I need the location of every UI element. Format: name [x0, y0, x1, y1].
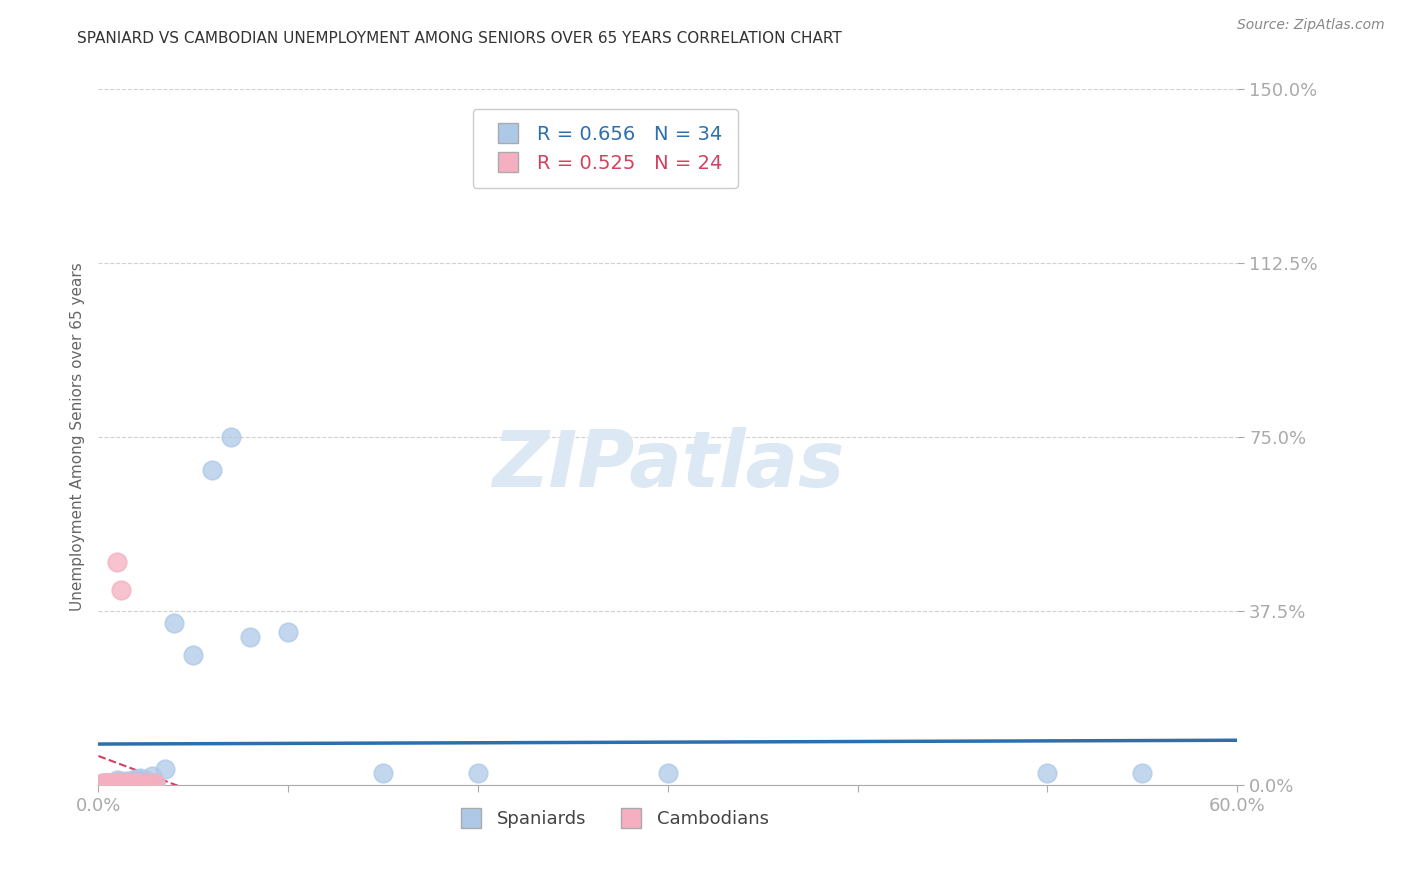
Point	[115, 775, 138, 789]
Point	[110, 774, 132, 789]
Point	[153, 762, 176, 776]
Point	[1036, 766, 1059, 780]
Point	[100, 775, 122, 789]
Point	[107, 773, 129, 788]
Point	[103, 775, 125, 789]
Point	[127, 775, 149, 789]
Point	[114, 775, 136, 789]
Point	[125, 775, 148, 789]
Point	[94, 775, 117, 789]
Point	[183, 648, 205, 662]
Point	[657, 766, 679, 780]
Point	[93, 775, 115, 789]
Point	[107, 555, 129, 569]
Point	[110, 775, 132, 789]
Point	[108, 775, 131, 789]
Point	[115, 775, 138, 789]
Point	[124, 775, 146, 789]
Point	[100, 775, 122, 789]
Point	[125, 772, 148, 787]
Point	[221, 430, 243, 444]
Point	[110, 583, 132, 598]
Point	[1132, 766, 1154, 780]
Point	[118, 775, 141, 789]
Point	[121, 775, 143, 789]
Point	[103, 775, 125, 789]
Point	[112, 775, 135, 789]
Point	[467, 766, 489, 780]
Point	[97, 775, 120, 789]
Point	[108, 775, 131, 789]
Point	[129, 771, 152, 785]
Text: ZIPatlas: ZIPatlas	[492, 427, 844, 503]
Point	[94, 775, 117, 789]
Point	[163, 615, 186, 630]
Point	[121, 773, 143, 788]
Text: Source: ZipAtlas.com: Source: ZipAtlas.com	[1237, 18, 1385, 32]
Point	[141, 769, 163, 783]
Point	[104, 775, 127, 789]
Point	[135, 775, 157, 789]
Point	[371, 766, 394, 780]
Point	[118, 775, 141, 789]
Point	[104, 775, 127, 789]
Text: SPANIARD VS CAMBODIAN UNEMPLOYMENT AMONG SENIORS OVER 65 YEARS CORRELATION CHART: SPANIARD VS CAMBODIAN UNEMPLOYMENT AMONG…	[77, 31, 842, 46]
Point	[121, 775, 143, 789]
Point	[141, 775, 163, 789]
Point	[91, 775, 114, 789]
Point	[239, 630, 262, 644]
Point	[145, 775, 167, 789]
Point	[115, 774, 138, 789]
Point	[98, 775, 121, 789]
Point	[129, 775, 152, 789]
Point	[201, 462, 224, 476]
Point	[107, 775, 129, 789]
Point	[98, 775, 121, 789]
Point	[97, 775, 120, 789]
Legend: Spaniards, Cambodians: Spaniards, Cambodians	[446, 803, 776, 835]
Point	[112, 775, 135, 789]
Point	[277, 624, 299, 639]
Point	[135, 773, 157, 788]
Y-axis label: Unemployment Among Seniors over 65 years: Unemployment Among Seniors over 65 years	[69, 263, 84, 611]
Point	[145, 775, 167, 789]
Point	[93, 775, 115, 789]
